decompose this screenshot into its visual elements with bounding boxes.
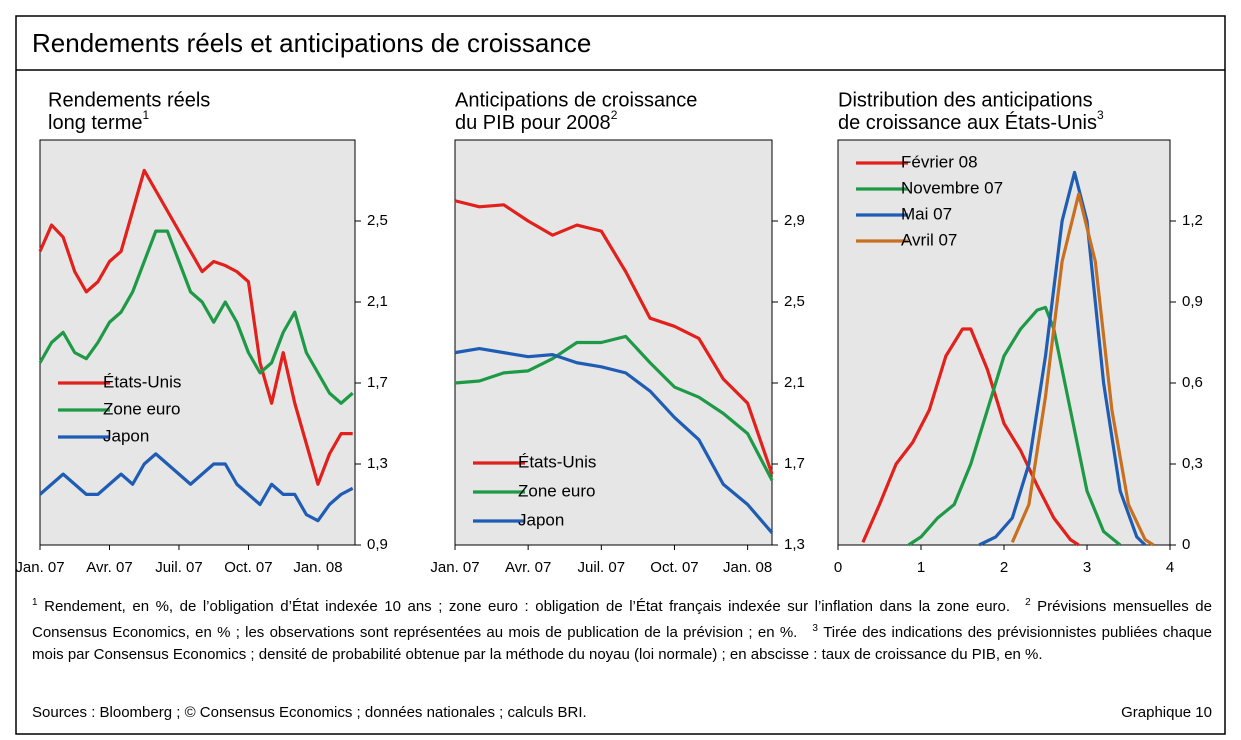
y-tick-label: 2,9 (784, 212, 805, 229)
footnote-mark: 1 (32, 597, 38, 608)
legend-label: Zone euro (103, 399, 181, 418)
series-line (38, 168, 353, 486)
legend-label: Mai 07 (901, 204, 952, 223)
panel-title: Anticipations de croissance (455, 89, 697, 111)
x-tick-label: 4 (1166, 559, 1174, 576)
panel-title: long terme1 (48, 108, 150, 134)
frame (15, 15, 1226, 735)
y-tick-label: 1,3 (784, 536, 805, 553)
series-line (454, 334, 774, 481)
y-tick-label: 1,7 (784, 455, 805, 472)
y-tick-label: 2,1 (367, 293, 388, 310)
legend-label: Zone euro (518, 481, 596, 500)
series-line (1010, 192, 1155, 547)
y-tick-label: 1,7 (367, 374, 388, 391)
title-note: 3 (1097, 108, 1104, 122)
panel-title: Distribution des anticipations (838, 89, 1093, 111)
y-tick-label: 0 (1182, 536, 1190, 553)
legend-label: Novembre 07 (901, 178, 1003, 197)
sources: Sources : Bloomberg ; © Consensus Econom… (32, 704, 587, 721)
y-tick-label: 2,5 (367, 212, 388, 229)
legend-label: Février 08 (901, 152, 978, 171)
title-note: 2 (611, 108, 618, 122)
series-line (907, 305, 1122, 547)
plot-area (837, 139, 1171, 546)
x-tick-label: Juil. 07 (155, 559, 203, 576)
panel-title-line: de croissance aux États-Unis (838, 111, 1097, 134)
y-tick-label: 0,9 (367, 536, 388, 553)
panel-title: du PIB pour 20082 (455, 108, 618, 134)
x-tick-label: Jan. 08 (723, 559, 772, 576)
y-tick-label: 0,3 (1182, 455, 1203, 472)
y-tick-label: 1,2 (1182, 212, 1203, 229)
figure-label: Graphique 10 (1121, 704, 1212, 721)
panel-title-line: long terme (48, 112, 143, 134)
series-line (454, 346, 774, 534)
x-tick-label: Jan. 07 (15, 559, 64, 576)
x-tick-label: 3 (1083, 559, 1091, 576)
series-line (861, 327, 1080, 547)
x-tick-label: Avr. 07 (505, 559, 551, 576)
x-tick-label: 0 (834, 559, 842, 576)
y-tick-label: 0,6 (1182, 374, 1203, 391)
legend-label: États-Unis (103, 372, 181, 391)
x-tick-label: Avr. 07 (86, 559, 132, 576)
footnote-text: Rendement, en %, de l’obligation d’État … (44, 598, 1011, 615)
footer: Sources : Bloomberg ; © Consensus Econom… (32, 704, 1212, 721)
series-line (454, 199, 774, 475)
panel-title-line: du PIB pour 2008 (455, 112, 611, 134)
x-tick-label: Jan. 08 (293, 559, 342, 576)
y-tick-label: 1,3 (367, 455, 388, 472)
series-line (38, 452, 354, 523)
x-tick-label: Jan. 07 (430, 559, 479, 576)
footnote-text: Prévisions mensuelles de Consensus Econo… (32, 598, 1212, 641)
panel-title: de croissance aux États-Unis3 (838, 108, 1104, 134)
legend-label: Japon (103, 426, 149, 445)
y-tick-label: 2,5 (784, 293, 805, 310)
series-line (978, 170, 1147, 547)
footnote-text: Tirée des indications des prévisionniste… (32, 624, 1212, 663)
footnote-mark: 2 (1025, 597, 1031, 608)
y-tick-label: 2,1 (784, 374, 805, 391)
x-tick-label: Oct. 07 (224, 559, 272, 576)
title-note: 1 (143, 108, 150, 122)
y-tick-label: 0,9 (1182, 293, 1203, 310)
x-tick-label: Juil. 07 (578, 559, 626, 576)
legend-label: États-Unis (518, 452, 596, 471)
legend-label: Japon (518, 510, 564, 529)
x-tick-label: Oct. 07 (650, 559, 698, 576)
series-line (38, 229, 354, 405)
footnote-mark: 3 (812, 623, 818, 634)
legend-label: Avril 07 (901, 230, 957, 249)
plot-area (39, 139, 356, 546)
panel-title: Rendements réels (48, 89, 210, 111)
footnotes: 1 Rendement, en %, de l’obligation d’Éta… (32, 592, 1212, 666)
figure-title: Rendements réels et anticipations de cro… (32, 28, 591, 58)
x-tick-label: 2 (1000, 559, 1008, 576)
x-tick-label: 1 (917, 559, 925, 576)
